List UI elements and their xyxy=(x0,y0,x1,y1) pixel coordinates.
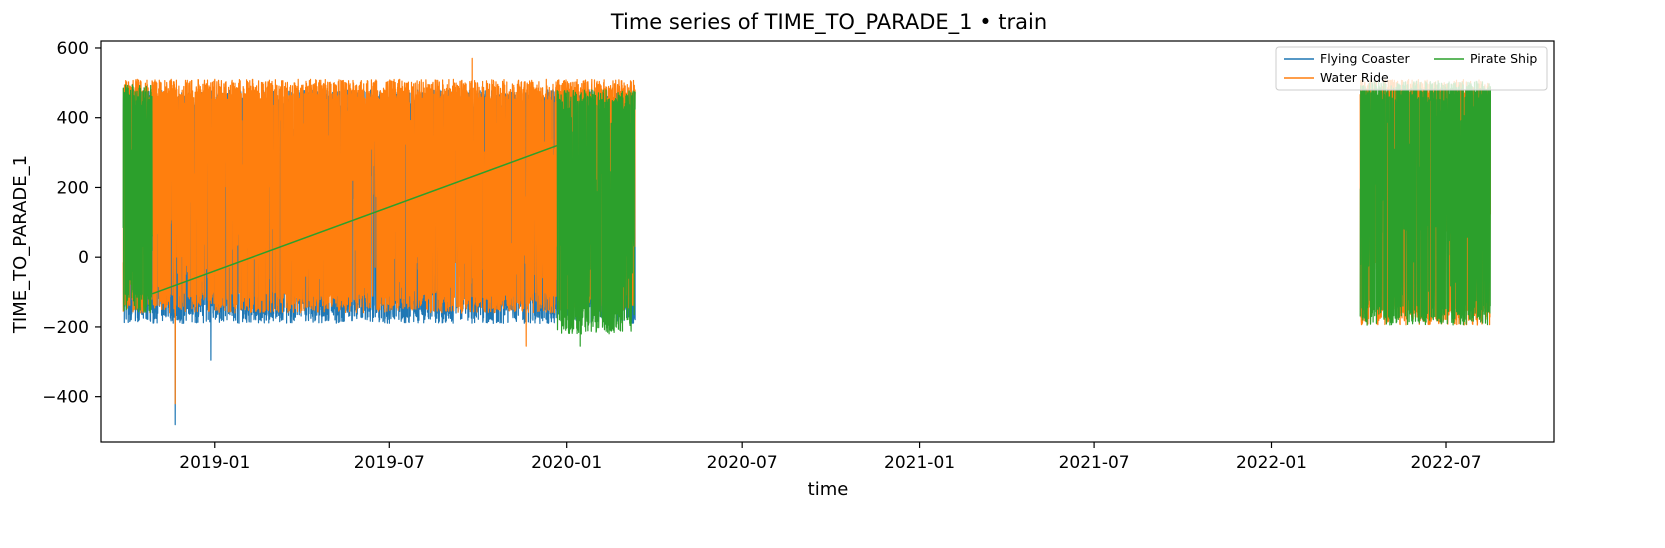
x-tick-label: 2022-01 xyxy=(1236,453,1307,473)
y-tick-label: −200 xyxy=(42,318,89,338)
y-axis-label: TIME_TO_PARADE_1 xyxy=(10,155,31,334)
y-tick-label: 0 xyxy=(78,248,89,268)
x-axis: 2019-01 2019-07 2020-01 2020-07 2021-01 2021-… xyxy=(179,442,1482,473)
x-tick-label: 2020-07 xyxy=(707,453,778,473)
x-tick-label: 2021-01 xyxy=(884,453,955,473)
series-water-ride xyxy=(122,57,1492,405)
y-tick-label: 200 xyxy=(57,178,89,198)
y-tick-label: −400 xyxy=(42,388,89,408)
series-line-segment xyxy=(1359,80,1492,326)
legend-label-flying-coaster: Flying Coaster xyxy=(1320,51,1411,66)
series-line-segment xyxy=(122,57,636,405)
x-tick-label: 2020-01 xyxy=(531,453,602,473)
legend-label-water-ride: Water Ride xyxy=(1320,70,1389,85)
x-tick-label: 2019-01 xyxy=(179,453,250,473)
x-axis-label: time xyxy=(808,479,849,500)
legend-label-pirate-ship: Pirate Ship xyxy=(1470,51,1537,66)
plot-area xyxy=(122,57,1492,426)
series-line-segment xyxy=(122,84,153,313)
x-tick-label: 2019-07 xyxy=(354,453,425,473)
chart-title: Time series of TIME_TO_PARADE_1 • train xyxy=(610,10,1047,35)
x-tick-label: 2021-07 xyxy=(1059,453,1130,473)
y-tick-label: 600 xyxy=(57,39,89,59)
y-tick-label: 400 xyxy=(57,109,89,129)
series-pirate-ship xyxy=(122,80,1492,347)
legend-box xyxy=(1275,46,1548,91)
y-axis: −400 −200 0 200 400 600 xyxy=(42,39,101,408)
x-tick-label: 2022-07 xyxy=(1410,453,1481,473)
plot-frame xyxy=(100,40,1555,443)
legend: Flying Coaster Water Ride Pirate Ship xyxy=(1275,46,1548,91)
series-connector-line xyxy=(151,144,558,295)
series-line-segment xyxy=(556,89,636,347)
